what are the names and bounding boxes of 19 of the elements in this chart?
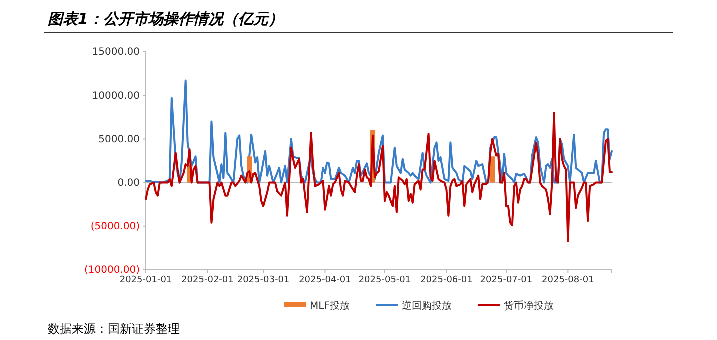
- legend-label: 货币净投放: [504, 300, 554, 312]
- y-tick-label: 15000.00: [92, 47, 140, 58]
- x-tick-label: 2025-01-01: [120, 275, 172, 286]
- x-tick-label: 2025-08-01: [542, 275, 594, 286]
- y-tick-label: 5000.00: [98, 134, 140, 146]
- x-tick-label: 2025-06-01: [420, 275, 473, 286]
- source-note: 数据来源：国新证券整理: [48, 322, 180, 336]
- y-tick-label: (5000.00): [90, 222, 140, 233]
- legend-label: 逆回购投放: [402, 300, 452, 312]
- chart-title: 图表1：公开市场操作情况（亿元）: [48, 10, 284, 28]
- y-tick-label: 0.00: [118, 178, 140, 189]
- x-tick-label: 2025-02-01: [182, 275, 234, 286]
- x-tick-label: 2025-04-01: [299, 275, 352, 286]
- x-tick-label: 2025-05-01: [358, 275, 412, 286]
- y-tick-label: (10000.00): [84, 265, 140, 276]
- legend-label: MLF投放: [310, 300, 350, 312]
- y-tick-label: 10000.00: [92, 90, 140, 102]
- x-tick-label: 2025-07-01: [480, 275, 533, 286]
- x-tick-label: 2025-03-01: [237, 275, 290, 286]
